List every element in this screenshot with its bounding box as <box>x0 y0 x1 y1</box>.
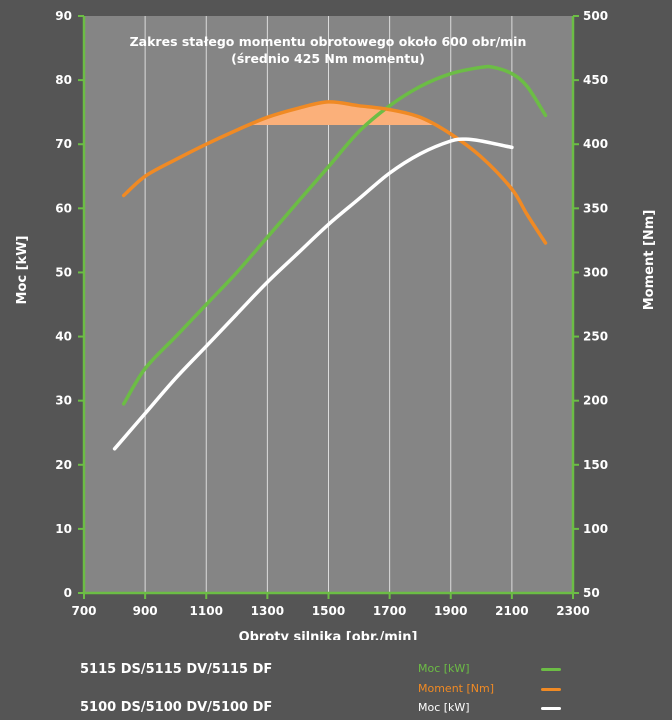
y-left-tick-label-1: 10 <box>55 522 72 536</box>
x-tick-label-4: 1500 <box>312 604 345 618</box>
y-left-tick-label-3: 30 <box>55 394 72 408</box>
y-left-tick-labels: 0 10 20 30 40 50 60 70 80 90 <box>55 9 72 600</box>
y-right-tick-label-4: 250 <box>583 330 608 344</box>
legend-label-power-5100: Moc [kW] <box>418 701 470 714</box>
x-tick-label-5: 1700 <box>373 604 406 618</box>
y-left-tick-label-5: 50 <box>55 265 72 279</box>
x-tick-label-3: 1300 <box>251 604 284 618</box>
y-axis-left-title: Moc [kW] <box>15 236 30 305</box>
y-right-tick-label-8: 450 <box>583 73 608 87</box>
model-label-5115: 5115 DS/5115 DV/5115 DF <box>80 662 273 677</box>
y-right-tick-label-6: 350 <box>583 201 608 215</box>
y-left-tick-label-0: 0 <box>64 586 72 600</box>
series-line-2 <box>112 137 514 451</box>
x-tick-label-8: 2300 <box>556 604 589 618</box>
series-line-0 <box>121 64 548 406</box>
legend-swatch-power-5100 <box>541 707 561 710</box>
y-axis-right-title: Moment [Nm] <box>642 210 657 311</box>
x-tick-label-7: 2100 <box>495 604 528 618</box>
y-left-tick-label-9: 90 <box>55 9 72 23</box>
x-tick-labels: 700 900 1100 1300 1500 1700 1900 2100 2300 <box>71 604 589 618</box>
y-right-tick-label-9: 500 <box>583 9 608 23</box>
y-right-tick-label-7: 400 <box>583 137 608 151</box>
series-line-1 <box>121 100 548 245</box>
y-right-tick-label-1: 100 <box>583 522 608 536</box>
y-left-tick-label-6: 60 <box>55 201 72 215</box>
y-right-tick-label-2: 150 <box>583 458 608 472</box>
axes <box>78 15 579 599</box>
model-label-5100: 5100 DS/5100 DV/5100 DF <box>80 700 273 715</box>
x-tick-label-2: 1100 <box>190 604 223 618</box>
legend-label-torque: Moment [Nm] <box>418 682 495 695</box>
y-left-tick-label-7: 70 <box>55 137 72 151</box>
engine-chart: 700 900 1100 1300 1500 1700 1900 2100 2300 0 10 20… <box>15 9 657 640</box>
y-left-tick-label-8: 80 <box>55 73 72 87</box>
legend-label-power-5115: Moc [kW] <box>418 662 470 675</box>
y-left-tick-label-2: 20 <box>55 458 72 472</box>
legend-swatch-power-5115 <box>541 668 561 671</box>
annotation-line-1: Zakres stałego momentu obrotowego około … <box>130 34 527 49</box>
y-left-tick-label-4: 40 <box>55 330 72 344</box>
constant-torque-region <box>252 101 436 125</box>
x-axis-title: Obroty silnika [obr./min] <box>239 630 418 640</box>
y-right-tick-labels: 50 100 150 200 250 300 350 400 450 500 <box>583 9 608 600</box>
x-tick-label-1: 900 <box>133 604 158 618</box>
y-right-tick-label-0: 50 <box>583 586 600 600</box>
y-right-tick-label-3: 200 <box>583 394 608 408</box>
y-right-tick-label-5: 300 <box>583 265 608 279</box>
annotation-line-2: (średnio 425 Nm momentu) <box>231 51 425 66</box>
series-lines <box>112 64 548 451</box>
x-tick-label-0: 700 <box>71 604 96 618</box>
x-tick-label-6: 1900 <box>434 604 467 618</box>
legend-swatch-torque <box>541 688 561 691</box>
